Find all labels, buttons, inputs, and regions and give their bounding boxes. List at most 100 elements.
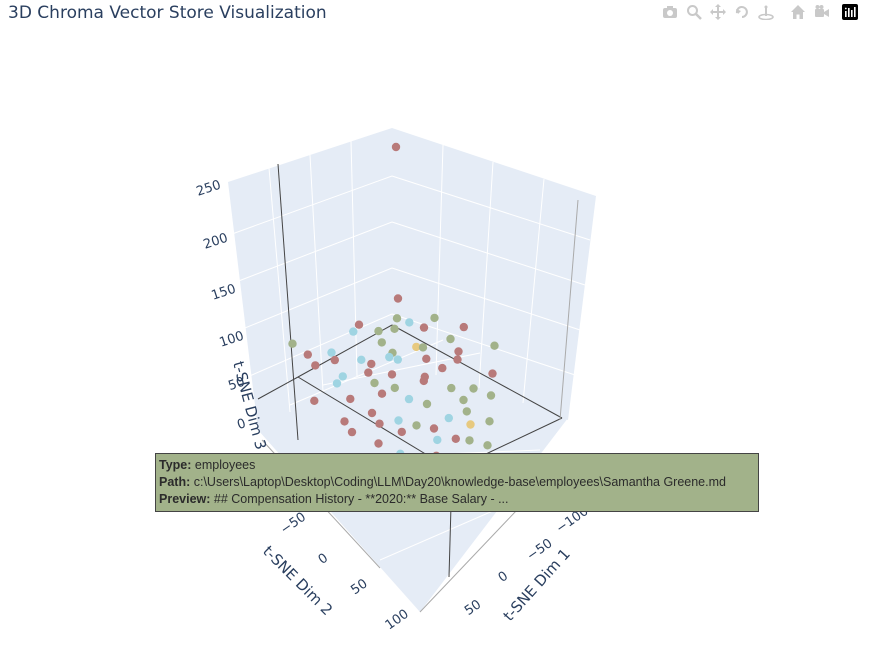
data-point[interactable] — [466, 420, 475, 429]
data-point[interactable] — [330, 355, 339, 365]
plotly-logo-icon[interactable] — [842, 4, 858, 20]
data-point[interactable] — [288, 339, 297, 348]
data-point[interactable] — [397, 427, 406, 437]
data-point[interactable] — [433, 435, 442, 445]
data-point[interactable] — [393, 355, 402, 364]
hover-tooltip: Type: employees Path: c:\Users\Laptop\De… — [155, 453, 759, 512]
data-point[interactable] — [367, 359, 376, 369]
turntable-icon[interactable] — [756, 2, 776, 22]
tooltip-type-label: Type: — [159, 458, 192, 472]
camera-icon[interactable] — [660, 2, 680, 22]
data-point[interactable] — [422, 399, 432, 409]
y-tick: 100 — [383, 607, 412, 634]
x-tick: 0 — [496, 569, 511, 586]
data-point[interactable] — [412, 421, 421, 430]
y-axis-title: t-SNE Dim 2 — [259, 542, 336, 619]
data-point[interactable] — [419, 376, 428, 386]
zoom-icon[interactable] — [684, 2, 704, 22]
data-point[interactable] — [451, 434, 460, 443]
data-point[interactable] — [387, 370, 397, 379]
data-point[interactable] — [390, 383, 399, 393]
data-point[interactable] — [390, 324, 399, 333]
z-tick: 150 — [210, 282, 238, 304]
tooltip-preview-row: Preview: ## Compensation History - **202… — [159, 491, 755, 508]
back-wall-right — [392, 128, 596, 420]
data-point[interactable] — [385, 352, 394, 362]
video-icon[interactable] — [812, 2, 832, 22]
data-point[interactable] — [374, 439, 383, 448]
z-tick: 100 — [218, 329, 246, 351]
home-icon[interactable] — [788, 2, 808, 22]
data-point[interactable] — [332, 379, 342, 388]
tooltip-path-value: c:\Users\Laptop\Desktop\Coding\LLM\Day20… — [193, 475, 726, 489]
data-point[interactable] — [327, 348, 336, 357]
data-point[interactable] — [429, 424, 439, 433]
tooltip-path-label: Path: — [159, 475, 191, 489]
z-tick: 50 — [227, 375, 247, 394]
z-tick: 250 — [195, 178, 223, 200]
data-point[interactable] — [430, 313, 439, 323]
modebar — [660, 2, 858, 22]
data-point[interactable] — [391, 142, 401, 152]
data-point[interactable] — [377, 338, 386, 347]
data-point[interactable] — [459, 322, 468, 332]
data-point[interactable] — [419, 323, 429, 332]
tooltip-type-row: Type: employees — [159, 457, 755, 474]
data-point[interactable] — [354, 320, 364, 329]
data-point[interactable] — [364, 368, 373, 377]
y-tick: 0 — [316, 551, 331, 568]
data-point[interactable] — [311, 361, 320, 370]
data-point[interactable] — [367, 408, 377, 418]
data-point[interactable] — [347, 427, 357, 437]
data-point[interactable] — [375, 419, 384, 428]
data-point[interactable] — [469, 384, 478, 393]
data-point[interactable] — [394, 416, 403, 425]
data-point[interactable] — [357, 355, 366, 364]
data-point[interactable] — [453, 355, 462, 364]
data-point[interactable] — [490, 341, 499, 350]
data-point[interactable] — [462, 407, 471, 416]
x-tick: 50 — [462, 597, 484, 619]
data-point[interactable] — [310, 396, 319, 405]
z-ticks: 250 200 150 100 50 0 — [195, 178, 248, 433]
z-tick: 200 — [202, 231, 230, 253]
data-point[interactable] — [340, 417, 349, 426]
data-point[interactable] — [349, 327, 358, 336]
orbit-icon[interactable] — [732, 2, 752, 22]
data-point[interactable] — [465, 436, 474, 445]
tooltip-path-row: Path: c:\Users\Laptop\Desktop\Coding\LLM… — [159, 474, 755, 491]
pan-icon[interactable] — [708, 2, 728, 22]
data-point[interactable] — [374, 326, 383, 336]
data-point[interactable] — [459, 395, 468, 405]
data-point[interactable] — [377, 389, 387, 398]
data-point[interactable] — [404, 394, 414, 404]
data-point[interactable] — [438, 363, 447, 373]
data-point[interactable] — [454, 347, 463, 356]
data-point[interactable] — [392, 314, 402, 323]
data-points[interactable] — [288, 142, 499, 463]
tooltip-preview-label: Preview: — [159, 492, 211, 506]
data-point[interactable] — [486, 391, 496, 400]
data-point[interactable] — [418, 343, 428, 352]
tooltip-preview-value: ## Compensation History - **2020:** Base… — [213, 492, 509, 506]
data-point[interactable] — [446, 334, 455, 344]
data-point[interactable] — [338, 372, 347, 381]
tooltip-type-value: employees — [194, 458, 256, 472]
data-point[interactable] — [447, 383, 456, 393]
data-point[interactable] — [405, 318, 414, 327]
data-point[interactable] — [488, 369, 497, 378]
y-tick: 50 — [348, 576, 370, 598]
data-point[interactable] — [346, 394, 355, 404]
data-point[interactable] — [370, 378, 379, 388]
data-point[interactable] — [393, 294, 403, 303]
data-point[interactable] — [485, 417, 494, 426]
data-point[interactable] — [444, 413, 453, 423]
data-point[interactable] — [412, 342, 421, 352]
y-tick: −50 — [278, 510, 309, 538]
chart-title: 3D Chroma Vector Store Visualization — [8, 3, 327, 23]
back-wall-left — [228, 128, 392, 430]
data-point[interactable] — [483, 441, 492, 450]
data-point[interactable] — [303, 350, 312, 359]
data-point[interactable] — [422, 354, 431, 363]
